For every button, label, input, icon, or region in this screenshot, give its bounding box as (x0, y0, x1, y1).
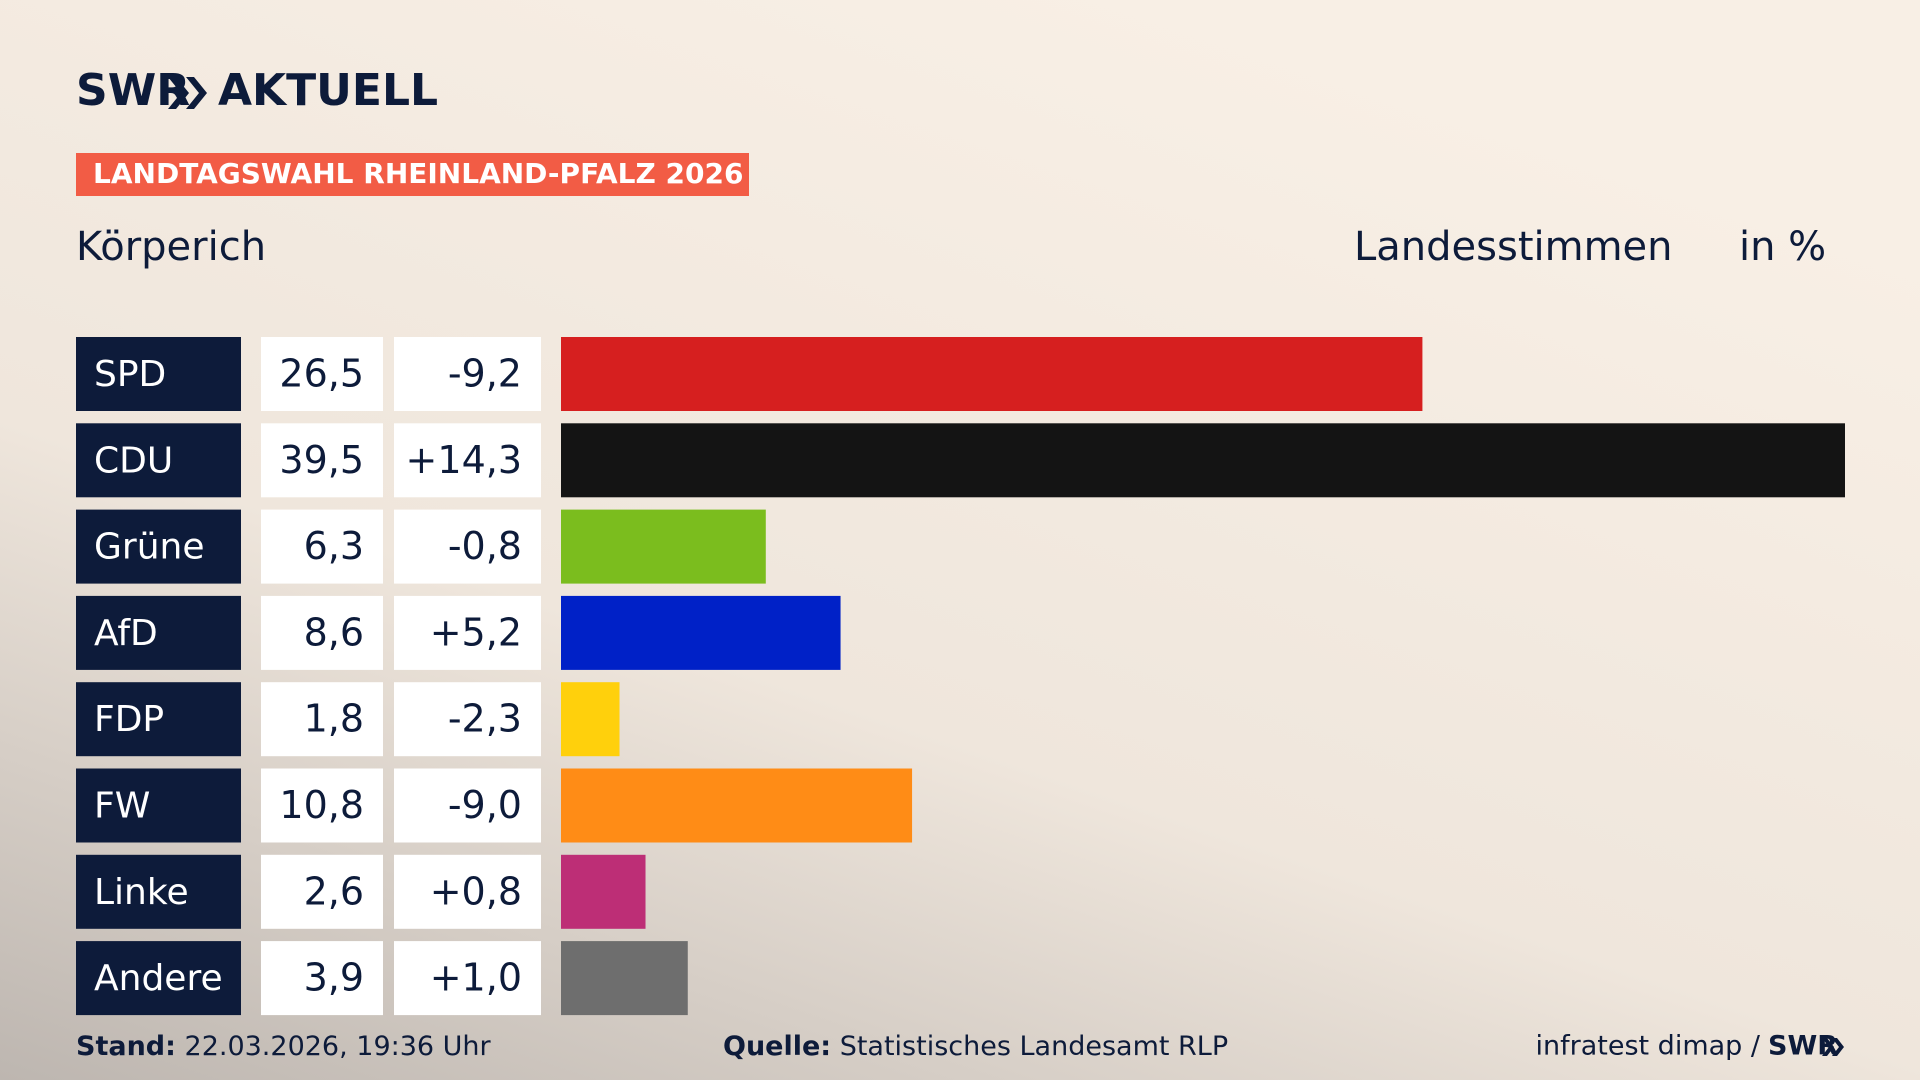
value-label: 39,5 (279, 438, 364, 482)
change-box (394, 509, 541, 584)
change-label: +5,2 (430, 610, 522, 654)
value-box (261, 768, 383, 843)
change-label: -9,2 (448, 352, 522, 396)
party-box (76, 768, 241, 843)
chart-title: LANDTAGSWAHL RHEINLAND-PFALZ 2026 (93, 157, 743, 190)
value-label: 26,5 (279, 352, 364, 396)
party-box (76, 941, 241, 1016)
party-label: AfD (94, 613, 158, 654)
change-box (394, 941, 541, 1016)
rows: SPD 26,5 -9,2 CDU 39,5 +14,3 Grüne 6,3 -0,8 AfD 8,… (76, 337, 1845, 1016)
party-label: CDU (94, 440, 173, 481)
source-label: Quelle: (723, 1031, 831, 1062)
change-label: +0,8 (430, 869, 522, 913)
bar (561, 941, 688, 1016)
value-label: 10,8 (279, 783, 364, 827)
change-box (394, 768, 541, 843)
change-box (394, 854, 541, 929)
party-label: FDP (94, 699, 164, 740)
value-heading: Landesstimmen (1354, 224, 1673, 270)
value-box (261, 595, 383, 670)
party-label: Grüne (94, 527, 204, 568)
party-box (76, 337, 241, 411)
change-label: -9,0 (448, 783, 522, 827)
value-label: 8,6 (304, 610, 364, 654)
brand-section: AKTUELL (218, 65, 438, 116)
party-label: Andere (94, 958, 223, 999)
value-label: 2,6 (304, 869, 364, 913)
bar (561, 682, 620, 757)
brand-chevrons (168, 77, 207, 109)
value-box (261, 509, 383, 584)
value-box (261, 941, 383, 1016)
change-label: +14,3 (406, 438, 522, 482)
stand-label: Stand: (76, 1031, 176, 1062)
value-box (261, 854, 383, 929)
value-label: 6,3 (304, 524, 364, 568)
party-box (76, 682, 241, 757)
footer-source: Quelle: Statistisches Landesamt RLP (723, 1031, 1228, 1062)
bar (561, 423, 1845, 498)
party-label: SPD (94, 354, 166, 395)
value-box (261, 337, 383, 411)
change-box (394, 423, 541, 498)
bar (561, 509, 766, 584)
value-label: 1,8 (304, 697, 364, 741)
stand: 22.03.2026, 19:36 Uhr (185, 1031, 492, 1062)
footer-stand: Stand: 22.03.2026, 19:36 Uhr (76, 1031, 492, 1062)
party-label: FW (94, 786, 150, 827)
title-box (76, 153, 749, 196)
source: Statistisches Landesamt RLP (840, 1031, 1228, 1062)
party-box (76, 423, 241, 498)
footer-brand: SWR (1768, 1031, 1838, 1062)
institute: infratest dimap / (1535, 1031, 1760, 1062)
party-box (76, 509, 241, 584)
chart-subtitle: Körperich (76, 224, 266, 270)
unit: in % (1739, 224, 1826, 270)
change-label: -0,8 (448, 524, 522, 568)
change-box (394, 337, 541, 411)
party-label: Linke (94, 872, 189, 913)
footer-chevrons (1822, 1038, 1844, 1056)
value-label: 3,9 (304, 956, 364, 1000)
bar (561, 595, 841, 670)
value-box (261, 682, 383, 757)
bar (561, 337, 1423, 411)
party-box (76, 854, 241, 929)
value-box (261, 423, 383, 498)
bar (561, 854, 646, 929)
change-label: +1,0 (430, 956, 522, 1000)
bar (561, 768, 913, 843)
change-box (394, 682, 541, 757)
change-label: -2,3 (448, 697, 522, 741)
change-box (394, 595, 541, 670)
party-box (76, 595, 241, 670)
